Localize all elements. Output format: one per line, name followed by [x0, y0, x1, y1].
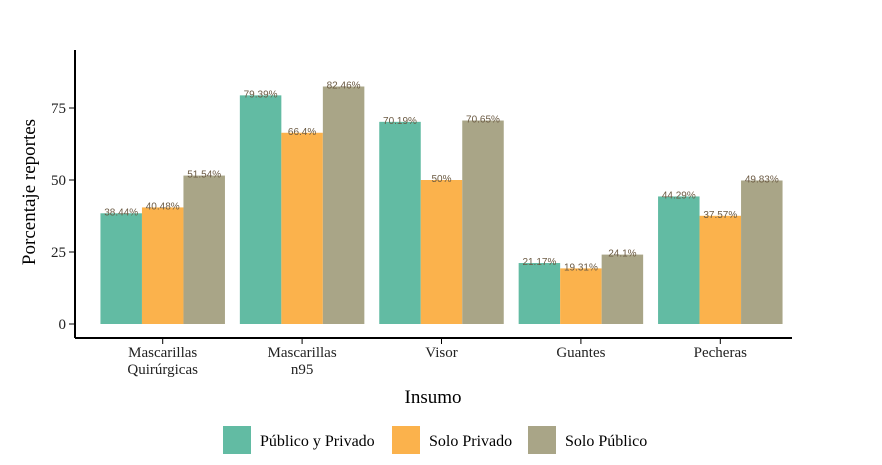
bar: [741, 180, 783, 324]
data-label: 37.57%: [703, 210, 737, 221]
x-tick-label: Guantes: [556, 345, 605, 361]
x-tick-label: Pecheras: [694, 345, 747, 361]
data-label: 49.83%: [745, 174, 779, 185]
data-labels: 38.44% 40.48% 51.54% 79.39% 66.4% 82.46% 70.19…: [104, 81, 779, 274]
legend-label: Solo Público: [565, 433, 647, 450]
bar: [601, 254, 644, 324]
x-tick-label: n95: [291, 362, 314, 378]
bar: [183, 175, 225, 324]
legend-label: Público y Privado: [260, 433, 375, 450]
bar: [379, 121, 421, 324]
x-tick-label: Mascarillas: [128, 345, 197, 361]
data-label: 79.39%: [244, 89, 278, 100]
y-ticks: 0 25 50 75: [51, 101, 75, 333]
bar: [100, 213, 142, 324]
data-label: 24.1%: [608, 249, 636, 260]
bar: [141, 207, 184, 324]
y-axis-title: Porcentaje reportes: [19, 119, 40, 265]
data-label: 66.4%: [288, 127, 316, 138]
data-label: 51.54%: [187, 170, 221, 181]
bar: [239, 95, 282, 324]
bar: [322, 86, 365, 324]
legend-swatch: [392, 426, 420, 454]
y-tick-label: 50: [51, 173, 66, 189]
data-label: 70.65%: [466, 115, 500, 126]
data-label: 50%: [431, 174, 451, 185]
x-tick-label: Mascarillas: [268, 345, 337, 361]
data-label: 19.31%: [564, 262, 598, 273]
bar: [658, 196, 700, 324]
legend-label: Solo Privado: [429, 433, 512, 450]
data-label: 38.44%: [104, 207, 138, 218]
bar: [699, 215, 742, 324]
legend-swatch: [223, 426, 251, 454]
y-tick-label: 75: [51, 101, 66, 117]
y-tick-label: 25: [51, 245, 66, 261]
bar: [420, 180, 463, 324]
data-label: 40.48%: [146, 201, 180, 212]
y-tick-label: 0: [59, 317, 67, 333]
bar: [462, 120, 504, 324]
bar: [560, 268, 602, 324]
bar: [518, 263, 561, 324]
data-label: 21.17%: [522, 257, 556, 268]
legend: Público y Privado Solo Privado Solo Públic…: [223, 426, 647, 454]
x-ticks: MascarillasQuirúrgicasMascarillasn95Viso…: [127, 338, 747, 378]
bars: [100, 86, 783, 324]
x-tick-label: Visor: [425, 345, 457, 361]
x-axis-title: Insumo: [405, 387, 462, 408]
x-tick-label: Quirúrgicas: [127, 362, 198, 378]
data-label: 44.29%: [662, 190, 696, 201]
data-label: 82.46%: [327, 81, 361, 92]
bar: [281, 132, 323, 324]
axes: [74, 50, 792, 339]
legend-swatch: [528, 426, 556, 454]
data-label: 70.19%: [383, 116, 417, 127]
